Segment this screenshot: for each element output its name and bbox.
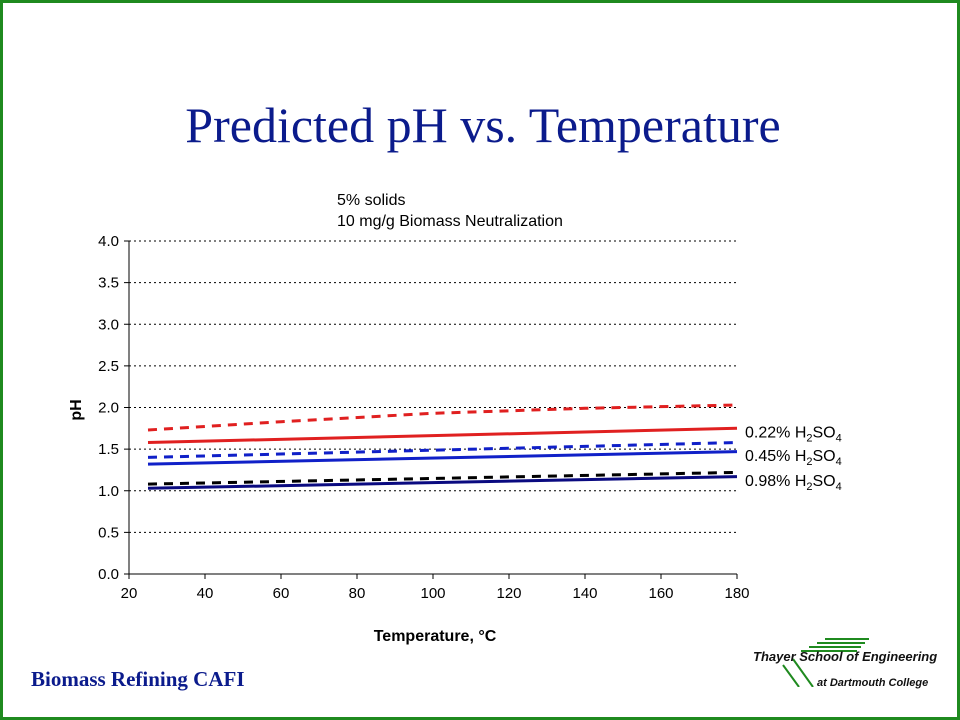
series-line-solid-0 [147, 426, 738, 444]
label-text: 0.98% H [745, 473, 806, 490]
x-tick-label: 80 [349, 585, 366, 602]
label-subscript: 4 [836, 481, 842, 493]
series-label: 0.98% H2SO4 [745, 473, 842, 493]
series-line-dashed-1 [147, 403, 738, 432]
label-subscript: 2 [806, 481, 812, 493]
label-subscript: 4 [836, 433, 842, 445]
chart-axes [124, 240, 738, 579]
annotation-line: 10 mg/g Biomass Neutralization [337, 213, 563, 230]
series-label: 0.45% H2SO4 [745, 448, 842, 468]
thayer-logo: Thayer School of Engineering at Dartmout… [747, 637, 947, 717]
y-tick-label: 1.5 [98, 441, 119, 458]
y-tick-label: 3.5 [98, 275, 119, 292]
label-text: SO [813, 425, 836, 442]
slide-title: Predicted pH vs. Temperature [185, 97, 781, 153]
label-text: 0.22% H [745, 425, 806, 442]
annotation-line: 5% solids [337, 192, 405, 209]
label-subscript: 2 [806, 433, 812, 445]
y-tick-label: 2.5 [98, 358, 119, 375]
chart-annotation: 5% solids 10 mg/g Biomass Neutralization [337, 192, 563, 230]
x-tick-label: 120 [496, 585, 521, 602]
label-subscript: 2 [806, 456, 812, 468]
x-tick-label: 180 [724, 585, 749, 602]
x-tick-label: 160 [648, 585, 673, 602]
y-tick-labels: 0.0 0.5 1.0 1.5 2.0 2.5 3.0 3.5 4.0 [98, 233, 119, 583]
label-text: 0.45% H [745, 448, 806, 465]
series-line-dashed-5 [147, 470, 738, 486]
y-tick-label: 2.0 [98, 400, 119, 417]
label-text: SO [813, 473, 836, 490]
x-tick-label: 60 [273, 585, 290, 602]
series-line-solid-2 [147, 450, 738, 466]
logo-line2: at Dartmouth College [817, 677, 929, 689]
series-label: 0.22% H2SO4 [745, 425, 842, 445]
y-axis-label: pH [68, 399, 85, 420]
y-tick-label: 1.0 [98, 483, 119, 500]
x-tick-label: 100 [420, 585, 445, 602]
chart-series [147, 403, 738, 490]
logo-line1: Thayer School of Engineering [753, 649, 938, 664]
y-tick-label: 0.5 [98, 524, 119, 541]
series-line-solid-4 [147, 475, 738, 490]
y-tick-label: 0.0 [98, 566, 119, 583]
x-tick-label: 140 [572, 585, 597, 602]
chart-grid [129, 240, 737, 533]
label-text: SO [813, 448, 836, 465]
x-tick-labels: 20 40 60 80 100 120 140 160 180 [121, 585, 750, 602]
x-axis-label: Temperature, °C [374, 628, 497, 645]
x-tick-label: 40 [197, 585, 214, 602]
y-tick-label: 3.0 [98, 316, 119, 333]
footer-org-name: Biomass Refining CAFI [31, 667, 245, 691]
y-tick-label: 4.0 [98, 233, 119, 250]
label-subscript: 4 [836, 456, 842, 468]
series-line-dashed-3 [147, 441, 738, 459]
thayer-logo-icon [782, 638, 869, 687]
x-tick-label: 20 [121, 585, 138, 602]
